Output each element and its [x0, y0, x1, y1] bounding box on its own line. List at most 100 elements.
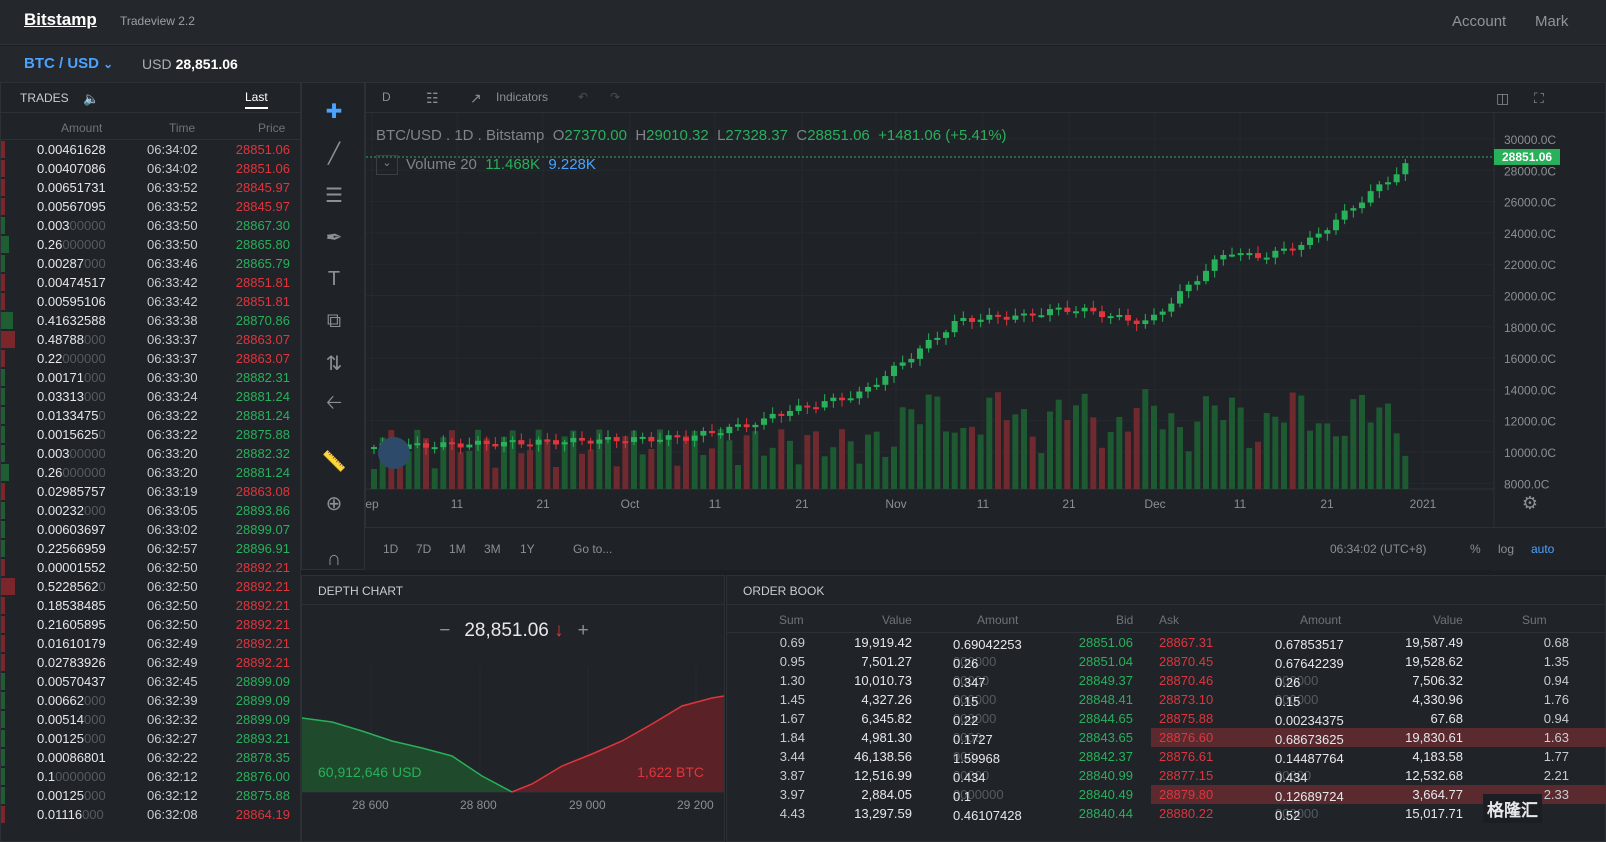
- trade-row: 0.22000000 06:33:37 28863.07: [1, 349, 300, 368]
- orderbook-row[interactable]: 1.84 4,981.30 0.1727 0000 28843.65 28876.60 0.…: [727, 728, 1606, 747]
- undo-icon[interactable]: ↶: [578, 90, 589, 104]
- collapse-chevron-icon[interactable]: ⌄: [376, 155, 398, 175]
- volume-bar: [423, 438, 429, 489]
- trade-volume-bar: [1, 692, 5, 709]
- settings-gear-icon[interactable]: ⚙: [1522, 493, 1538, 513]
- range-7d[interactable]: 7D: [416, 542, 432, 556]
- tab-last[interactable]: Last: [245, 90, 268, 109]
- candle-body: [1315, 233, 1322, 238]
- nav-account[interactable]: Account: [1452, 13, 1507, 30]
- orderbook-row[interactable]: 1.45 4,327.26 0.15 000000 28848.41 28873.10 0.…: [727, 690, 1605, 709]
- orderbook-row[interactable]: 3.44 46,138.56 1.59968 000 28842.37 28876.61 0…: [779, 749, 1569, 766]
- text-icon[interactable]: T: [327, 267, 341, 290]
- orderbook-row[interactable]: 3.87 12,516.99 0.434 00000 28840.99 28877.15 0…: [727, 766, 1605, 785]
- ruler-icon[interactable]: 📏: [321, 450, 347, 473]
- ask-amount: 0.26 000000: [1275, 673, 1319, 690]
- orderbook-row[interactable]: 1.67 6,345.82 0.22 000000 28844.65 28875.88 0.…: [779, 711, 1569, 728]
- back-arrow-icon[interactable]: 🡠: [325, 392, 343, 414]
- trades-header: TRADES 🔈 Last: [1, 83, 300, 113]
- candle-body: [917, 348, 923, 359]
- magnet-icon[interactable]: ∩: [326, 547, 342, 570]
- candle-body: [1125, 314, 1131, 321]
- last-price-tag: [1494, 148, 1560, 165]
- brand-logo[interactable]: Bitstamp: [24, 10, 97, 29]
- ask-price: 28876.61: [1159, 749, 1214, 764]
- trade-price: 28882.32: [235, 446, 290, 461]
- depth-zoom-out-button[interactable]: −: [439, 620, 451, 641]
- ask-value: 4,183.58: [1412, 749, 1463, 764]
- orderbook-row[interactable]: 3.97 2,884.05 0.1 0000000 28840.49 28879.80 0.…: [727, 785, 1606, 804]
- volume-bar: [761, 455, 767, 489]
- legend-close-label: C: [796, 127, 808, 144]
- tradingview-logo-icon[interactable]: [378, 437, 410, 469]
- candle-body: [665, 435, 672, 440]
- candle-body: [1107, 316, 1114, 319]
- volume-bar: [743, 435, 750, 489]
- orderbook-row[interactable]: 0.95 7,501.27 0.26 000000 28851.04 28870.45 0.…: [779, 654, 1569, 671]
- orderbook-row[interactable]: 1.30 10,010.73 0.347 00000 28849.37 28870.46 0…: [727, 671, 1605, 690]
- range-1d[interactable]: 1D: [383, 542, 399, 556]
- legend-change: +1481.06 (+5.41%): [878, 127, 1007, 144]
- nav-market[interactable]: Mark: [1535, 13, 1569, 30]
- indicators-icon[interactable]: ↗: [470, 90, 482, 106]
- indicators-button[interactable]: Indicators: [496, 90, 549, 104]
- scale-auto[interactable]: auto: [1531, 542, 1555, 556]
- trade-price: 28892.21: [235, 560, 290, 575]
- orderbook-row[interactable]: 0.69 19,919.42 0.69042253 28851.06 28867.31 0…: [779, 635, 1569, 652]
- bid-price: 28842.37: [1078, 749, 1133, 764]
- candle-body: [709, 430, 715, 434]
- depth-header: DEPTH CHART: [302, 576, 724, 605]
- pair-currency: USD: [142, 56, 172, 72]
- prediction-icon[interactable]: ⇅: [325, 352, 343, 375]
- pair-selector[interactable]: BTC / USD ⌄: [24, 55, 113, 72]
- bid-price: 28849.37: [1078, 673, 1133, 688]
- brush-icon[interactable]: ✒: [325, 226, 343, 249]
- trade-time: 06:33:46: [147, 256, 198, 271]
- depth-zoom-in-button[interactable]: +: [577, 620, 589, 641]
- candle-body: [873, 384, 880, 387]
- pitchfork-icon[interactable]: ☰: [325, 184, 343, 207]
- range-1m[interactable]: 1M: [449, 542, 466, 556]
- depth-x-tick: 28 600: [352, 798, 389, 812]
- volume-bar: [1029, 436, 1036, 489]
- pattern-icon[interactable]: ⧉: [326, 309, 342, 332]
- candle-body: [1099, 311, 1105, 318]
- trade-row: 0.00662000 06:32:39 28899.09: [1, 691, 300, 710]
- trade-price: 28881.24: [235, 465, 290, 480]
- goto-button[interactable]: Go to...: [573, 542, 613, 556]
- bid-value: 6,345.82: [861, 711, 912, 726]
- col-amount: Amount: [61, 121, 103, 135]
- depth-graph[interactable]: [302, 606, 724, 841]
- scale-percent[interactable]: %: [1470, 542, 1481, 556]
- volume-bar: [882, 456, 889, 489]
- trend-line-icon[interactable]: ╱: [327, 142, 341, 165]
- legend-high-label: H: [635, 127, 647, 144]
- range-1y[interactable]: 1Y: [520, 542, 535, 556]
- volume-bar: [1185, 451, 1192, 489]
- candle-body: [622, 441, 629, 444]
- volume-bar: [527, 450, 533, 489]
- candle-body: [1203, 270, 1209, 282]
- speaker-icon[interactable]: 🔈: [83, 91, 100, 106]
- bid-sum: 1.45: [779, 692, 805, 707]
- range-3m[interactable]: 3M: [484, 542, 501, 556]
- candlestick-area[interactable]: 30000.0C 28000.0C 26000.0C 24000.0C 22000.0C…: [366, 113, 1606, 571]
- volume-bar: [1012, 414, 1019, 489]
- trade-volume-bar: [1, 559, 5, 576]
- candle-style-icon[interactable]: ☷: [426, 90, 439, 106]
- trade-time: 06:33:52: [147, 199, 198, 214]
- volume-bar: [1307, 430, 1313, 489]
- layout-icon[interactable]: ◫: [1496, 90, 1510, 106]
- redo-icon[interactable]: ↷: [610, 90, 621, 104]
- trade-volume-bar: [1, 730, 5, 747]
- interval-button[interactable]: D: [382, 90, 391, 104]
- trade-volume-bar: [1, 236, 9, 253]
- zoom-in-icon[interactable]: ⊕: [325, 492, 343, 515]
- depth-bid-total: 60,912,646 USD: [318, 764, 422, 780]
- volume-bar: [778, 429, 785, 489]
- orderbook-row[interactable]: 4.43 13,297.59 0.46107428 28840.44 28880.22 0…: [779, 806, 1463, 823]
- fullscreen-icon[interactable]: ⛶: [1534, 90, 1544, 106]
- scale-log[interactable]: log: [1498, 542, 1515, 556]
- trade-price: 28892.21: [235, 598, 290, 613]
- crosshair-icon[interactable]: ✚: [325, 100, 343, 123]
